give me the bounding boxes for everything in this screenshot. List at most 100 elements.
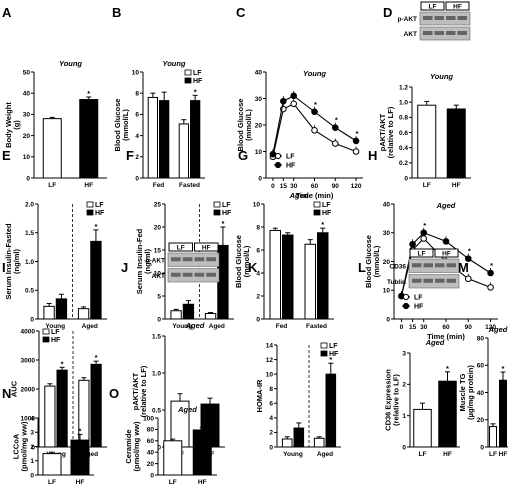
panel-d-y-axis-label: (relative to LF) bbox=[386, 106, 395, 158]
panel-g-letter: G bbox=[238, 148, 248, 163]
panel-f-bar bbox=[170, 310, 182, 320]
panel-e-bar bbox=[55, 298, 68, 320]
panel-b-bar bbox=[147, 96, 158, 179]
panel-d-y-tick-label: 0 bbox=[404, 175, 408, 182]
panel-g-y-tick-label: 4 bbox=[256, 270, 260, 277]
panel-d-y-tick-label: 0.8 bbox=[399, 115, 408, 122]
panel-h-y-tick-label: 0 bbox=[386, 316, 390, 323]
panel-n-y-axis-label: (pmol/mg ww) bbox=[19, 421, 28, 471]
panel-l-blot-band bbox=[412, 278, 422, 283]
panel-l-x-tick-label: HF bbox=[443, 451, 452, 458]
panel-n-x-tick-label: LF bbox=[48, 479, 56, 486]
panel-a-y-tick-label: 10 bbox=[23, 154, 31, 161]
panel-d-blot-lane bbox=[419, 26, 471, 41]
panel-m-y-tick-label: 80 bbox=[477, 335, 485, 342]
panel-j-y-axis-label: pAKT/AKT bbox=[131, 372, 140, 410]
panel-o-y-tick-label: 40 bbox=[147, 450, 155, 457]
panel-d-blot-col-box bbox=[445, 1, 470, 11]
panel-c-sig-marker: * bbox=[356, 129, 359, 138]
panel-d-y-tick-label: 0.2 bbox=[399, 160, 408, 167]
panel-i-bar bbox=[44, 385, 56, 448]
panel-c-title: Young bbox=[303, 69, 326, 78]
panel-l-letter: L bbox=[358, 260, 366, 275]
panel-g-legend-swatch bbox=[313, 209, 321, 216]
panel-h-x-tick-label: 0 bbox=[400, 324, 404, 331]
panel-j-blot-band bbox=[206, 257, 216, 262]
panel-b-y-tick-label: 0 bbox=[135, 175, 139, 182]
panel-l-y-tick-label: 1 bbox=[402, 413, 406, 420]
panel-o-title: Aged bbox=[177, 405, 197, 414]
panel-k-y-axis-label: HOMA-IR bbox=[255, 379, 264, 412]
panel-d-blot-band bbox=[446, 31, 456, 35]
panel-m-y-axis-label: Muscle TG bbox=[458, 373, 467, 411]
panel-o-bar bbox=[163, 440, 183, 476]
panel-e-bar bbox=[43, 305, 55, 320]
panel-c-x-tick-label: 60 bbox=[311, 183, 319, 190]
panel-j-blot-row-label: p-AKT bbox=[146, 257, 166, 264]
panel-c-x-axis-label: Time (min) bbox=[296, 191, 334, 200]
panel-e-x-tick-label: Young bbox=[45, 323, 65, 330]
panel-k-legend-swatch bbox=[320, 342, 328, 349]
panel-l-blot-band bbox=[423, 278, 433, 283]
panel-d-x-tick-label: LF bbox=[423, 182, 431, 189]
panel-k-legend-swatch bbox=[320, 350, 328, 357]
panel-f-y-tick-label: 10 bbox=[154, 270, 162, 277]
panel-d-y-tick-label: 1.2 bbox=[399, 84, 408, 91]
panel-f-bar bbox=[182, 303, 195, 320]
panel-b-sig-marker: * bbox=[194, 87, 197, 96]
panel-l-sig-marker: * bbox=[446, 364, 449, 373]
panel-g-y-tick-label: 10 bbox=[253, 201, 261, 208]
panel-k-bar bbox=[313, 437, 325, 448]
panel-h-x-tick-label: 120 bbox=[485, 324, 496, 331]
panel-d-title: Young bbox=[430, 72, 453, 81]
panel-h-legend-marker bbox=[402, 302, 410, 310]
panel-f-x-tick-label: Young bbox=[172, 323, 192, 330]
panel-l-blot-lane bbox=[408, 258, 460, 273]
panel-f-y-axis-label: Serum Insulin-Fed bbox=[135, 228, 144, 294]
panel-f-y-tick-label: 15 bbox=[154, 247, 162, 254]
panel-f-legend-label: LF bbox=[222, 202, 231, 209]
panel-l-blot-col-box bbox=[434, 248, 459, 258]
panel-n-sig-marker: * bbox=[79, 426, 82, 435]
panel-h-y-axis-label: (mmol/L) bbox=[372, 245, 381, 277]
panel-g-legend-label: LF bbox=[322, 202, 331, 209]
panel-m-y-tick-label: 60 bbox=[477, 363, 485, 370]
panel-e-y-axis-label: Serum Insulin-Fasted bbox=[4, 223, 13, 300]
panel-c-data-point bbox=[331, 124, 339, 131]
panel-e-y-tick-label: 0 bbox=[30, 316, 34, 323]
panel-b-legend-label: LF bbox=[193, 70, 202, 77]
panel-b-bar bbox=[178, 123, 189, 179]
panel-l-blot-row-label: Tublin bbox=[387, 279, 406, 286]
panel-h-sig-marker: * bbox=[468, 247, 471, 256]
panel-f-y-axis-label: (ng/ml) bbox=[143, 249, 152, 274]
panel-o-y-axis-label: Ceramide bbox=[124, 429, 133, 463]
panel-c-y-axis-label: Blood Glucose bbox=[236, 99, 245, 152]
panel-i-sig-marker: * bbox=[95, 353, 98, 362]
panel-c-y-tick-label: 10 bbox=[255, 149, 263, 156]
panel-o-y-axis-label: (pmol/mg ww) bbox=[132, 421, 141, 471]
panel-j-blot-band bbox=[194, 257, 205, 262]
panel-c-x-tick-label: 30 bbox=[290, 183, 298, 190]
panel-j-blot-band bbox=[194, 272, 205, 277]
panel-k-y-tick-label: 12 bbox=[266, 357, 274, 364]
panel-j-y-tick-label: 0.5 bbox=[152, 407, 161, 414]
panel-d-blot-band bbox=[434, 31, 444, 35]
panel-e-legend-swatch bbox=[86, 209, 94, 216]
panel-a-title: Young bbox=[59, 59, 82, 68]
panel-k-y-tick-label: 10 bbox=[266, 371, 274, 378]
panel-l-blot-band bbox=[435, 278, 445, 283]
panel-l-blot-col-box bbox=[409, 248, 434, 258]
panel-d-blot-band bbox=[434, 16, 444, 20]
panel-l-blot-lane bbox=[408, 274, 460, 289]
panel-g-bar bbox=[282, 234, 294, 320]
panel-m-title: Aged bbox=[488, 325, 508, 334]
panel-o-y-tick-label: 0 bbox=[150, 472, 154, 479]
panel-a-bar bbox=[42, 118, 62, 179]
panel-l-x-tick-label: LF bbox=[419, 451, 427, 458]
panel-g-legend-swatch bbox=[313, 201, 321, 208]
panel-j-letter: J bbox=[121, 260, 128, 275]
panel-k-sig-marker: * bbox=[329, 355, 332, 364]
panel-c-data-point bbox=[331, 140, 339, 147]
panel-i-x-tick-label: Aged bbox=[82, 451, 98, 458]
panel-d-x-tick-label: HF bbox=[452, 182, 461, 189]
